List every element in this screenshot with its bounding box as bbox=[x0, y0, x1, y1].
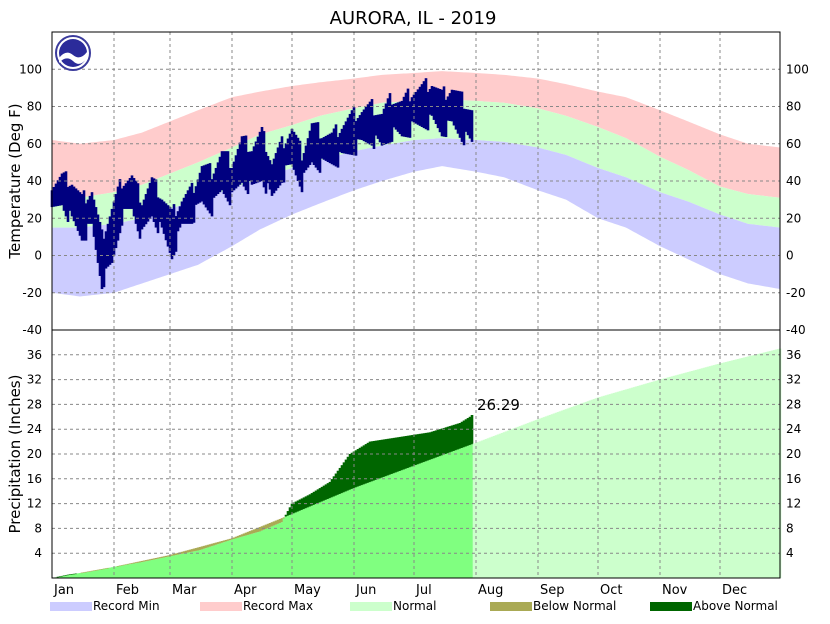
month-label: Oct bbox=[600, 583, 622, 598]
temp-tick-label-right: 80 bbox=[786, 100, 801, 114]
precip-tick-label-left: 36 bbox=[27, 348, 42, 362]
logo-disc bbox=[59, 39, 87, 67]
precip-total-annotation: 26.29 bbox=[477, 396, 520, 414]
legend-swatch bbox=[200, 602, 242, 611]
legend-swatch bbox=[50, 602, 92, 611]
temp-tick-label-left: 80 bbox=[27, 100, 42, 114]
precip-tick-label-left: 4 bbox=[34, 546, 42, 560]
chart-title: AURORA, IL - 2019 bbox=[330, 8, 497, 29]
precip-tick-label-left: 12 bbox=[27, 497, 42, 511]
legend-label: Below Normal bbox=[533, 599, 616, 613]
month-label: Nov bbox=[662, 583, 688, 598]
temp-tick-label-right: -40 bbox=[786, 323, 806, 337]
temp-tick-label-left: 40 bbox=[27, 174, 42, 188]
precip-tick-label-right: 4 bbox=[786, 546, 794, 560]
month-label: Sep bbox=[540, 583, 565, 598]
precip-tick-label-right: 12 bbox=[786, 497, 801, 511]
precip-tick-label-left: 24 bbox=[27, 422, 42, 436]
temp-tick-label-left: 0 bbox=[34, 249, 42, 263]
month-label: Jul bbox=[415, 583, 432, 598]
temp-tick-label-right: 40 bbox=[786, 174, 801, 188]
temp-tick-label-left: -20 bbox=[22, 286, 42, 300]
precip-tick-label-right: 20 bbox=[786, 447, 801, 461]
month-label: Jan bbox=[53, 583, 74, 598]
temp-tick-label-right: 100 bbox=[786, 62, 809, 76]
legend-swatch bbox=[490, 602, 532, 611]
month-label: Jun bbox=[355, 583, 376, 598]
month-label: Dec bbox=[722, 583, 747, 598]
observed-temp-bar bbox=[471, 110, 474, 142]
month-label: Aug bbox=[478, 583, 503, 598]
temp-tick-label-right: 60 bbox=[786, 137, 801, 151]
precip-tick-label-left: 20 bbox=[27, 447, 42, 461]
month-label: Mar bbox=[172, 583, 197, 598]
precip-tick-label-left: 16 bbox=[27, 472, 42, 486]
temp-tick-label-left: -40 bbox=[22, 323, 42, 337]
precip-tick-label-left: 8 bbox=[34, 521, 42, 535]
temp-tick-label-right: -20 bbox=[786, 286, 806, 300]
precipitation-panel bbox=[53, 349, 782, 578]
month-label: May bbox=[294, 583, 321, 598]
legend-label: Record Max bbox=[243, 599, 313, 613]
precip-tick-label-right: 36 bbox=[786, 348, 801, 362]
month-label: Apr bbox=[234, 583, 257, 598]
precip-tick-label-left: 28 bbox=[27, 397, 42, 411]
precip-tick-label-left: 32 bbox=[27, 373, 42, 387]
legend-label: Record Min bbox=[93, 599, 160, 613]
legend-label: Above Normal bbox=[693, 599, 778, 613]
temp-tick-label-left: 60 bbox=[27, 137, 42, 151]
legend-label: Normal bbox=[393, 599, 436, 613]
precip-tick-label-right: 24 bbox=[786, 422, 801, 436]
temperature-panel bbox=[51, 71, 780, 296]
precip-tick-label-right: 28 bbox=[786, 397, 801, 411]
temp-tick-label-left: 100 bbox=[19, 62, 42, 76]
precip-tick-label-right: 32 bbox=[786, 373, 801, 387]
precip-tick-label-right: 16 bbox=[786, 472, 801, 486]
legend-swatch bbox=[350, 602, 392, 611]
precipitation-axis-title: Precipitation (Inches) bbox=[6, 375, 24, 534]
month-label: Feb bbox=[116, 583, 139, 598]
legend-swatch bbox=[650, 602, 692, 611]
noaa-logo bbox=[56, 36, 90, 70]
temperature-axis-title: Temperature (Deg F) bbox=[6, 103, 24, 259]
temp-tick-label-left: 20 bbox=[27, 211, 42, 225]
precip-tick-label-right: 8 bbox=[786, 521, 794, 535]
temp-tick-label-right: 0 bbox=[786, 249, 794, 263]
temp-tick-label-right: 20 bbox=[786, 211, 801, 225]
